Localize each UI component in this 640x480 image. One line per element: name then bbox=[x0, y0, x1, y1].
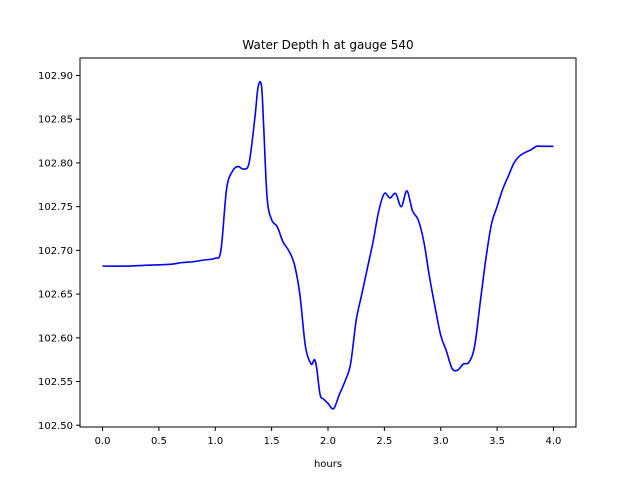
plot-frame bbox=[79, 57, 577, 428]
x-tick-label: 2.0 bbox=[320, 436, 336, 447]
x-tick-label: 2.5 bbox=[376, 436, 392, 447]
chart-title: Water Depth h at gauge 540 bbox=[242, 38, 413, 52]
x-tick-label: 3.0 bbox=[433, 436, 449, 447]
x-tick-label: 0.5 bbox=[151, 436, 167, 447]
x-tick-label: 3.5 bbox=[489, 436, 505, 447]
x-tick-label: 1.0 bbox=[207, 436, 223, 447]
y-tick-label: 102.80 bbox=[38, 158, 73, 169]
x-tick-label: 0.0 bbox=[95, 436, 111, 447]
y-tick-label: 102.70 bbox=[38, 246, 73, 257]
y-tick-label: 102.90 bbox=[38, 71, 73, 82]
x-tick-label: 4.0 bbox=[546, 436, 562, 447]
plot-area bbox=[79, 57, 577, 428]
y-tick-label: 102.85 bbox=[38, 115, 73, 126]
y-tick-label: 102.50 bbox=[38, 421, 73, 432]
x-axis-label: hours bbox=[314, 459, 342, 470]
y-tick-label: 102.55 bbox=[38, 377, 73, 388]
y-axis: 102.50 102.55 102.60 102.65 102.70 102.75 102.… bbox=[38, 71, 80, 432]
x-tick-label: 1.5 bbox=[264, 436, 280, 447]
y-tick-label: 102.60 bbox=[38, 333, 73, 344]
y-tick-label: 102.65 bbox=[38, 290, 73, 301]
y-tick-label: 102.75 bbox=[38, 202, 73, 213]
series-line bbox=[102, 80, 554, 410]
series-layer bbox=[102, 80, 554, 410]
x-axis: 0.0 0.5 1.0 1.5 2.0 2.5 3.0 3.5 4.0 bbox=[95, 427, 562, 447]
